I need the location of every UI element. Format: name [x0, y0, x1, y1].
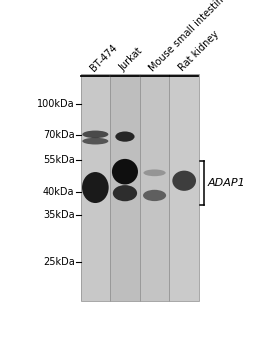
Ellipse shape	[172, 171, 196, 191]
Bar	[81, 74, 110, 301]
Text: 100kDa: 100kDa	[37, 99, 75, 109]
Text: 35kDa: 35kDa	[43, 210, 75, 220]
Bar	[140, 74, 169, 301]
Text: Rat kidney: Rat kidney	[177, 29, 221, 73]
Ellipse shape	[82, 172, 109, 203]
Text: 40kDa: 40kDa	[43, 187, 75, 197]
Text: 55kDa: 55kDa	[43, 155, 75, 165]
Text: 25kDa: 25kDa	[43, 257, 75, 267]
Ellipse shape	[143, 190, 166, 201]
Ellipse shape	[112, 159, 138, 184]
Bar	[81, 74, 199, 301]
Bar	[169, 74, 199, 301]
Ellipse shape	[143, 169, 166, 176]
Ellipse shape	[82, 131, 108, 138]
Text: BT-474: BT-474	[88, 42, 119, 73]
Text: Jurkat: Jurkat	[118, 46, 145, 73]
Ellipse shape	[115, 132, 135, 142]
Ellipse shape	[113, 185, 137, 201]
Text: Mouse small intestine: Mouse small intestine	[147, 0, 230, 73]
Text: ADAP1: ADAP1	[208, 178, 245, 188]
Ellipse shape	[82, 138, 108, 145]
Text: 70kDa: 70kDa	[43, 131, 75, 140]
Bar	[110, 74, 140, 301]
